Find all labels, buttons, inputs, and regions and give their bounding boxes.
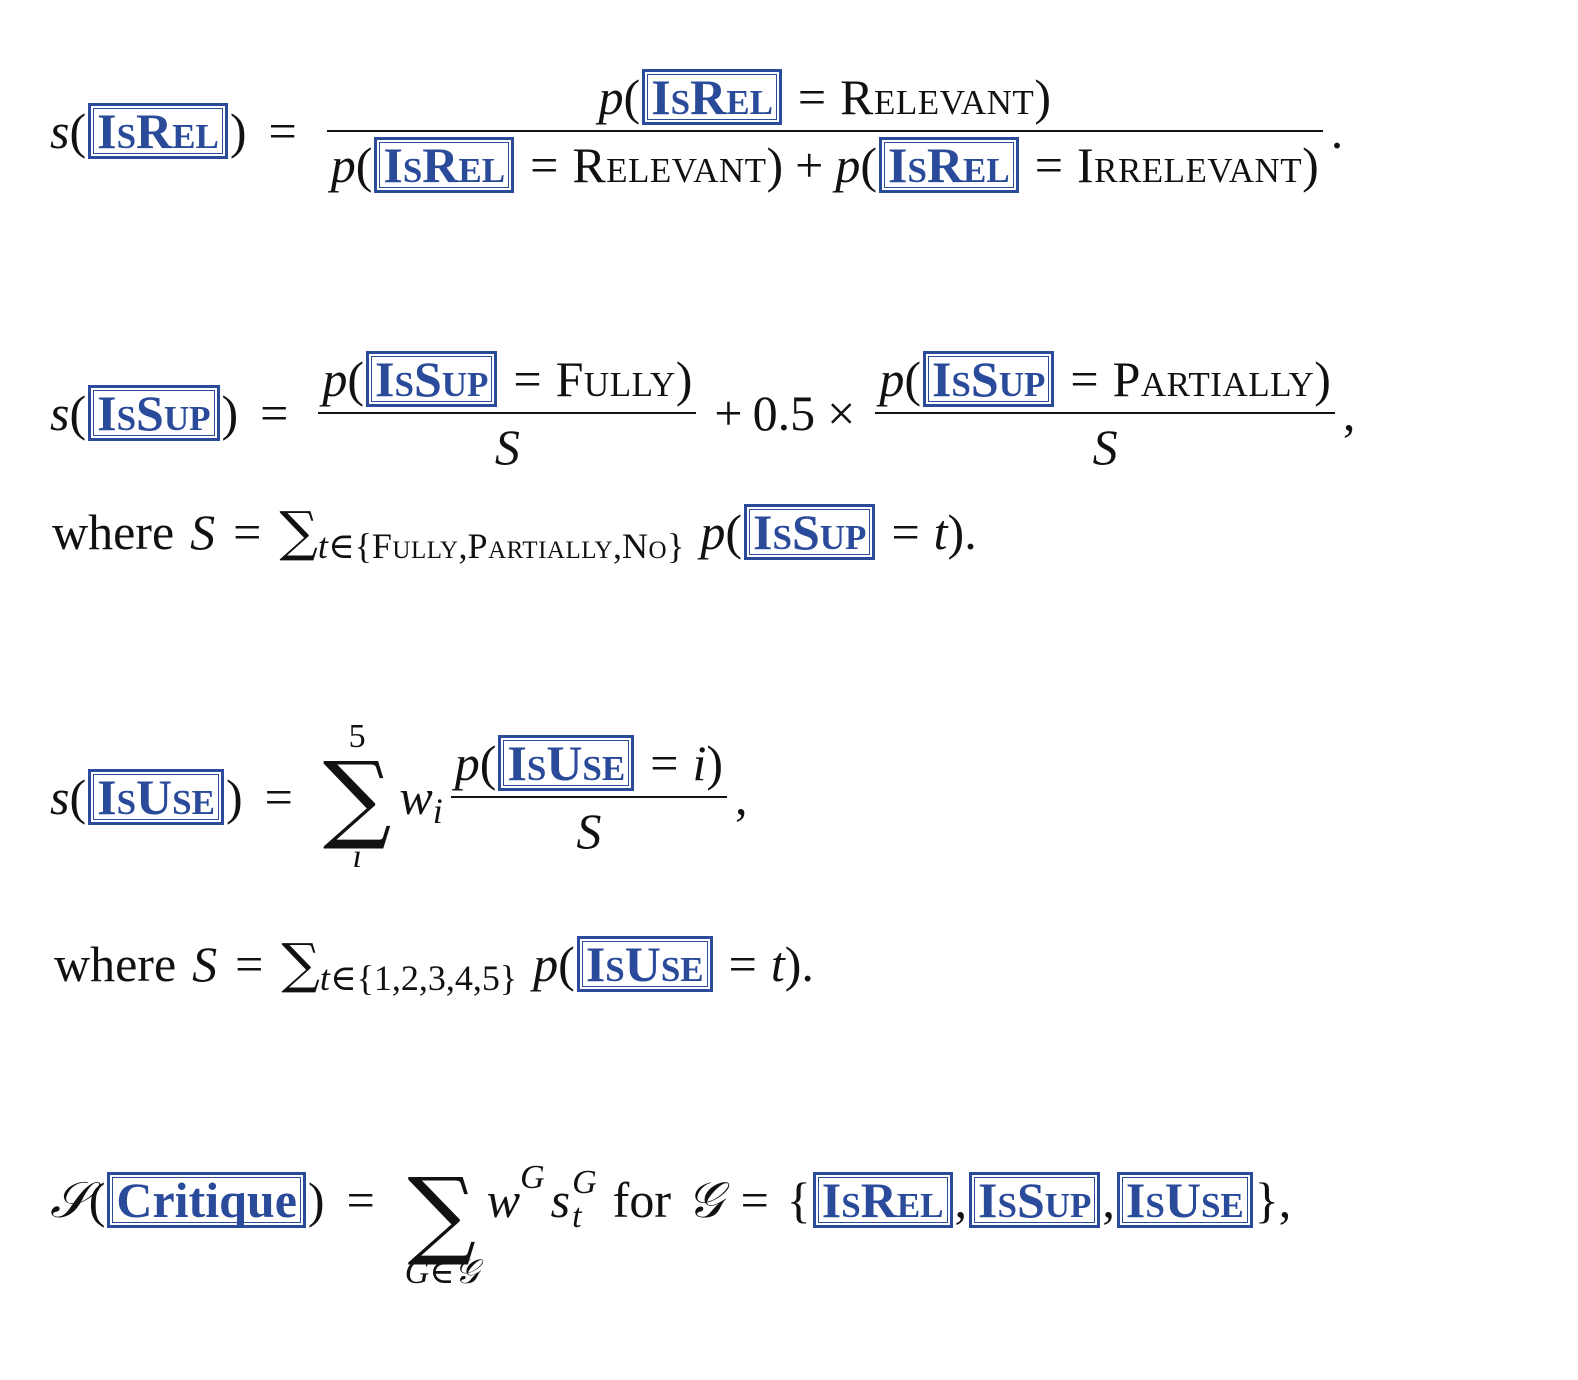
value-relevant: Relevant bbox=[840, 69, 1035, 125]
score-symbol: s bbox=[50, 103, 70, 159]
token-isrel: IsRel bbox=[812, 1172, 953, 1229]
issup-where-clause: where S = ∑ t∈{Fully,Partially,No} p( Is… bbox=[52, 500, 977, 566]
value-irrelevant: Irrelevant bbox=[1076, 137, 1303, 193]
token-issup: IsSup bbox=[744, 503, 876, 560]
weight-half: 0.5 bbox=[752, 385, 816, 441]
for-word: for bbox=[612, 1172, 671, 1229]
issup-formula: s ( IsSup ) = p( IsSup = Fully) S + 0.5 … bbox=[50, 350, 1356, 476]
token-issup: IsSup bbox=[922, 351, 1055, 407]
isuse-fraction: p( IsUse = i) S bbox=[450, 734, 727, 860]
isrel-formula: s ( IsRel ) = p( IsRel = Relevant) p( Is… bbox=[50, 68, 1344, 194]
sum-lower-limit: i bbox=[352, 838, 362, 876]
value-fully: Fully bbox=[555, 351, 676, 407]
sum-over-i: 5 ∑ i bbox=[322, 718, 392, 876]
sum-subscript: t∈{Fully,Partially,No} bbox=[317, 525, 685, 566]
s-t-g: s G t bbox=[550, 1164, 597, 1236]
issup-fraction-partially: p( IsSup = Partially) S bbox=[875, 350, 1335, 476]
token-isuse: IsUse bbox=[88, 769, 224, 826]
isuse-where-clause: where S = ∑ t∈{1,2,3,4,5} p( IsUse = t). bbox=[54, 932, 814, 998]
token-issup: IsSup bbox=[969, 1172, 1101, 1229]
sum-over-g: ∑ G∈𝒢 bbox=[404, 1157, 479, 1292]
token-isuse: IsUse bbox=[576, 935, 713, 992]
sum-symbol: ∑ bbox=[281, 932, 320, 995]
isrel-denominator: p( IsRel = Relevant) + p( IsRel = Irrele… bbox=[330, 137, 1319, 193]
sum-symbol: ∑ bbox=[279, 500, 318, 563]
value-partially: Partially bbox=[1112, 351, 1315, 407]
cal-s-symbol: 𝒮 bbox=[50, 1171, 89, 1228]
fraction-bar bbox=[326, 130, 1323, 132]
token-isrel: IsRel bbox=[374, 137, 515, 193]
token-issup: IsSup bbox=[88, 385, 220, 441]
isrel-numerator: p( IsRel = Relevant) bbox=[598, 69, 1051, 125]
token-issup: IsSup bbox=[366, 351, 498, 407]
isrel-fraction: p( IsRel = Relevant) p( IsRel = Relevant… bbox=[326, 68, 1323, 194]
token-isrel: IsRel bbox=[879, 137, 1019, 193]
token-isrel: IsRel bbox=[642, 69, 782, 125]
token-critique: Critique bbox=[107, 1172, 306, 1229]
token-isuse: IsUse bbox=[1116, 1172, 1253, 1229]
token-isrel: IsRel bbox=[88, 103, 228, 159]
issup-fraction-fully: p( IsSup = Fully) S bbox=[318, 350, 697, 476]
where-word: where bbox=[52, 503, 175, 560]
token-isuse: IsUse bbox=[498, 735, 635, 792]
value-relevant: Relevant bbox=[572, 137, 767, 193]
sum-upper-limit: 5 bbox=[348, 718, 366, 755]
